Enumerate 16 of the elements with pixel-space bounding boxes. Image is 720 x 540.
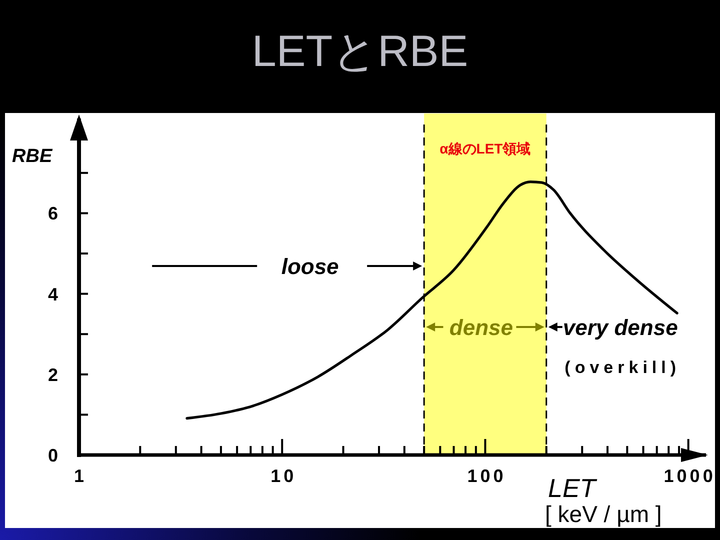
chart-title: LETとRBE bbox=[252, 27, 468, 76]
annotation: very dense bbox=[562, 314, 678, 340]
x-tick-label: 100 bbox=[467, 466, 506, 486]
x-tick-label: 1000 bbox=[664, 466, 716, 486]
y-tick-label: 6 bbox=[48, 204, 58, 224]
y-tick-label: 2 bbox=[48, 364, 58, 385]
x-tick-label: 10 bbox=[270, 466, 297, 486]
y-tick-label: 0 bbox=[48, 445, 58, 466]
x-axis-title: LET [ keV / µm ] bbox=[545, 473, 662, 527]
y-tick-label: 4 bbox=[48, 284, 58, 304]
x-tick-label: 1 bbox=[74, 466, 88, 486]
y-axis-title: RBE bbox=[12, 146, 54, 167]
band-label: α線のLET領域 bbox=[440, 140, 531, 156]
annotation: dense bbox=[449, 314, 514, 340]
annotation: (overkill) bbox=[564, 358, 681, 378]
annotation: loose bbox=[281, 254, 339, 279]
